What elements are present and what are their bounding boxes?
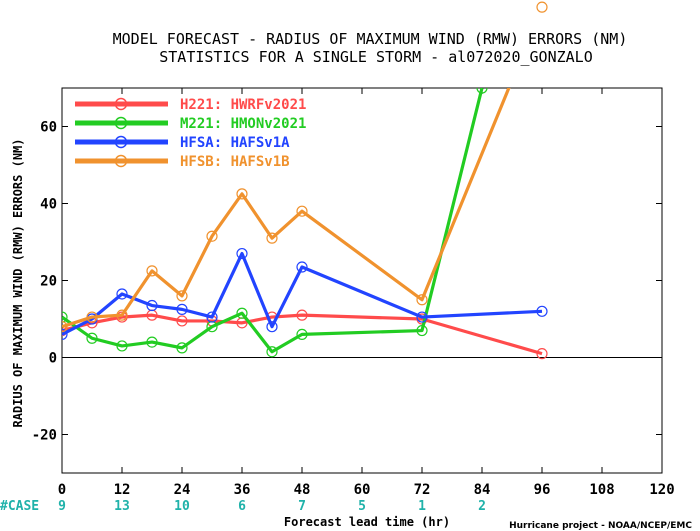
data-point-m221-hmonv2021 <box>146 336 158 348</box>
legend-label-m221-hmonv2021: M221: HMONv2021 <box>180 116 306 132</box>
data-point-hfsb-hafsv1b <box>206 230 218 242</box>
case-count: 9 <box>58 499 66 514</box>
x-tick-label: 72 <box>414 482 431 498</box>
data-point-m221-hmonv2021 <box>296 328 308 340</box>
data-point-h221-hwrfv2021 <box>536 348 548 360</box>
data-point-hfsb-hafsv1b <box>116 309 128 321</box>
data-point-hfsb-hafsv1b <box>62 321 68 333</box>
case-count: 5 <box>358 499 366 514</box>
x-axis-label: Forecast lead time (hr) <box>284 515 450 529</box>
data-point-hfsb-hafsv1b <box>146 265 158 277</box>
chart-subtitle: STATISTICS FOR A SINGLE STORM - al072020… <box>159 48 592 66</box>
data-point-hfsb-hafsv1b <box>266 232 278 244</box>
legend-label-hfsa-hafsv1a: HFSA: HAFSv1A <box>180 135 290 151</box>
y-tick-label: 60 <box>40 120 57 136</box>
data-point-m221-hmonv2021 <box>116 340 128 352</box>
legend-label-h221-hwrfv2021: H221: HWRFv2021 <box>180 97 306 113</box>
series-line-hfsa-hafsv1a <box>62 251 543 336</box>
data-point-m221-hmonv2021 <box>416 324 428 337</box>
data-point-hfsa-hafsv1a <box>236 247 248 260</box>
x-tick-label: 12 <box>114 482 131 498</box>
x-tick-label: 36 <box>234 482 251 498</box>
data-point-hfsb-hafsv1b <box>176 290 188 302</box>
case-label: #CASE <box>0 499 39 514</box>
data-point-m221-hmonv2021 <box>236 307 248 319</box>
y-tick-label: -20 <box>32 428 57 444</box>
plot-frame <box>61 87 663 474</box>
data-point-hfsb-hafsv1b <box>236 188 248 200</box>
case-counts: 9 13 10 6 7 5 1 2 <box>58 499 486 514</box>
y-axis-label: RADIUS OF MAXIMUM WIND (RMW) ERRORS (NM) <box>11 139 25 428</box>
case-count: 13 <box>114 499 130 514</box>
y-tick-label: 20 <box>40 274 57 290</box>
legend-marker-m221-hmonv2021 <box>114 116 128 130</box>
credit-text: Hurricane project - NOAA/NCEP/EMC <box>509 521 692 531</box>
data-point-h221-hwrfv2021 <box>296 309 308 321</box>
data-point-hfsa-hafsv1a <box>206 311 218 323</box>
data-point-m221-hmonv2021 <box>86 332 98 344</box>
legend: H221: HWRFv2021 M221: HMONv2021 HFSA: HAFS… <box>75 97 306 170</box>
x-tick-label: 0 <box>58 482 66 498</box>
data-point-hfsa-hafsv1a <box>62 328 68 340</box>
x-tick-label: 48 <box>294 482 311 498</box>
x-tick-label: 84 <box>474 482 491 498</box>
series-line-hfsb-hafsv1b <box>62 88 511 329</box>
x-axis: 0 12 24 36 48 60 72 84 96 108 120 <box>58 88 675 498</box>
legend-marker-h221-hwrfv2021 <box>114 97 128 111</box>
series-line-h221-hwrfv2021 <box>62 313 543 356</box>
data-point-hfsa-hafsv1a <box>416 311 428 323</box>
case-count: 2 <box>478 499 486 514</box>
legend-label-hfsb-hafsv1b: HFSB: HAFSv1B <box>180 154 290 170</box>
data-point-hfsa-hafsv1a <box>266 321 278 333</box>
data-point-m221-hmonv2021 <box>62 311 68 323</box>
data-point-hfsa-hafsv1a <box>536 305 548 317</box>
data-point-m221-hmonv2021 <box>266 346 278 358</box>
x-tick-label: 108 <box>589 482 614 498</box>
chart-title: MODEL FORECAST - RADIUS OF MAXIMUM WIND … <box>113 30 628 48</box>
data-point-hfsa-hafsv1a <box>296 261 308 273</box>
y-axis: -20 0 20 40 60 <box>32 120 662 444</box>
data-point-hfsb-hafsv1b <box>416 294 428 306</box>
offplot-markers <box>536 1 548 13</box>
data-point-hfsb-hafsv1b <box>536 1 548 13</box>
data-point-hfsb-hafsv1b <box>296 205 308 217</box>
data-point-h221-hwrfv2021 <box>176 315 188 327</box>
data-point-m221-hmonv2021 <box>476 88 488 94</box>
case-count: 6 <box>238 499 246 514</box>
x-tick-label: 120 <box>649 482 674 498</box>
data-point-hfsa-hafsv1a <box>176 303 188 315</box>
case-count: 7 <box>298 499 306 514</box>
case-count: 1 <box>418 499 426 514</box>
series-line-m221-hmonv2021 <box>62 88 484 354</box>
y-tick-label: 40 <box>40 197 57 213</box>
y-tick-label: 0 <box>49 351 57 367</box>
series-group <box>62 88 548 360</box>
x-tick-label: 24 <box>174 482 191 498</box>
data-point-hfsb-hafsv1b <box>86 311 98 323</box>
legend-marker-hfsb-hafsv1b <box>114 154 128 168</box>
case-count: 10 <box>174 499 190 514</box>
legend-marker-hfsa-hafsv1a <box>114 135 128 149</box>
data-point-hfsa-hafsv1a <box>116 288 128 300</box>
x-tick-label: 60 <box>354 482 371 498</box>
data-point-hfsa-hafsv1a <box>146 299 158 312</box>
data-point-m221-hmonv2021 <box>176 342 188 354</box>
x-tick-label: 96 <box>534 482 551 498</box>
